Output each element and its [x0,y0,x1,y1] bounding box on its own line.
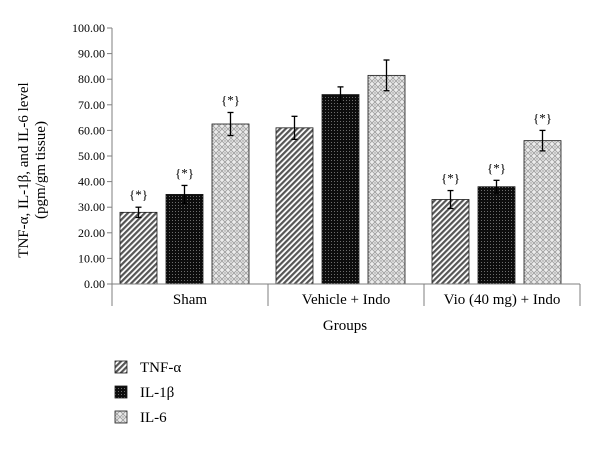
significance-mark: {*} [441,171,460,186]
legend-label: IL-1β [140,385,174,401]
y-tick-label: 80.00 [78,72,105,86]
bar [367,74,406,285]
y-axis-title-line-2: (pgm/gm tissue) [33,121,49,219]
bar [477,186,516,285]
bar [275,127,314,285]
legend-label: IL-6 [140,410,167,426]
legend-swatch [114,360,128,374]
y-tick-label: 20.00 [78,226,105,240]
legend-swatch [114,385,128,399]
bar [321,94,360,285]
significance-mark: {*} [487,160,506,175]
y-tick-label: 40.00 [78,175,105,189]
legend: TNF-α IL-1β IL-6 [114,360,181,426]
bar [119,211,158,285]
x-category-label: Vio (40 mg) + Indo [444,292,561,308]
bar [431,199,470,285]
y-tick-label: 0.00 [84,277,105,291]
y-axis-title-line-1: TNF-α, IL-1β, and IL-6 level [16,82,32,257]
y-tick-label: 100.00 [72,21,105,35]
x-category-label: Sham [173,292,208,308]
significance-mark: {*} [533,110,552,125]
x-axis-title: Groups [323,318,367,334]
significance-mark: {*} [221,92,240,107]
legend-swatch [114,410,128,424]
legend-label: TNF-α [140,360,181,376]
y-tick-label: 50.00 [78,149,105,163]
y-tick-label: 10.00 [78,251,105,265]
bar [165,193,204,285]
bar [523,140,562,285]
y-tick-label: 90.00 [78,47,105,61]
y-axis-title: TNF-α, IL-1β, and IL-6 level (pgm/gm tis… [16,82,49,257]
significance-mark: {*} [175,165,194,180]
y-tick-label: 70.00 [78,98,105,112]
y-tick-label: 30.00 [78,200,105,214]
plot-area: 0.00 10.00 20.00 30.00 40.00 50.00 60.00 70.00 8… [72,21,581,308]
x-category-label: Vehicle + Indo [302,292,390,308]
significance-mark: {*} [129,187,148,202]
y-tick-label: 60.00 [78,123,105,137]
bar [211,123,250,285]
